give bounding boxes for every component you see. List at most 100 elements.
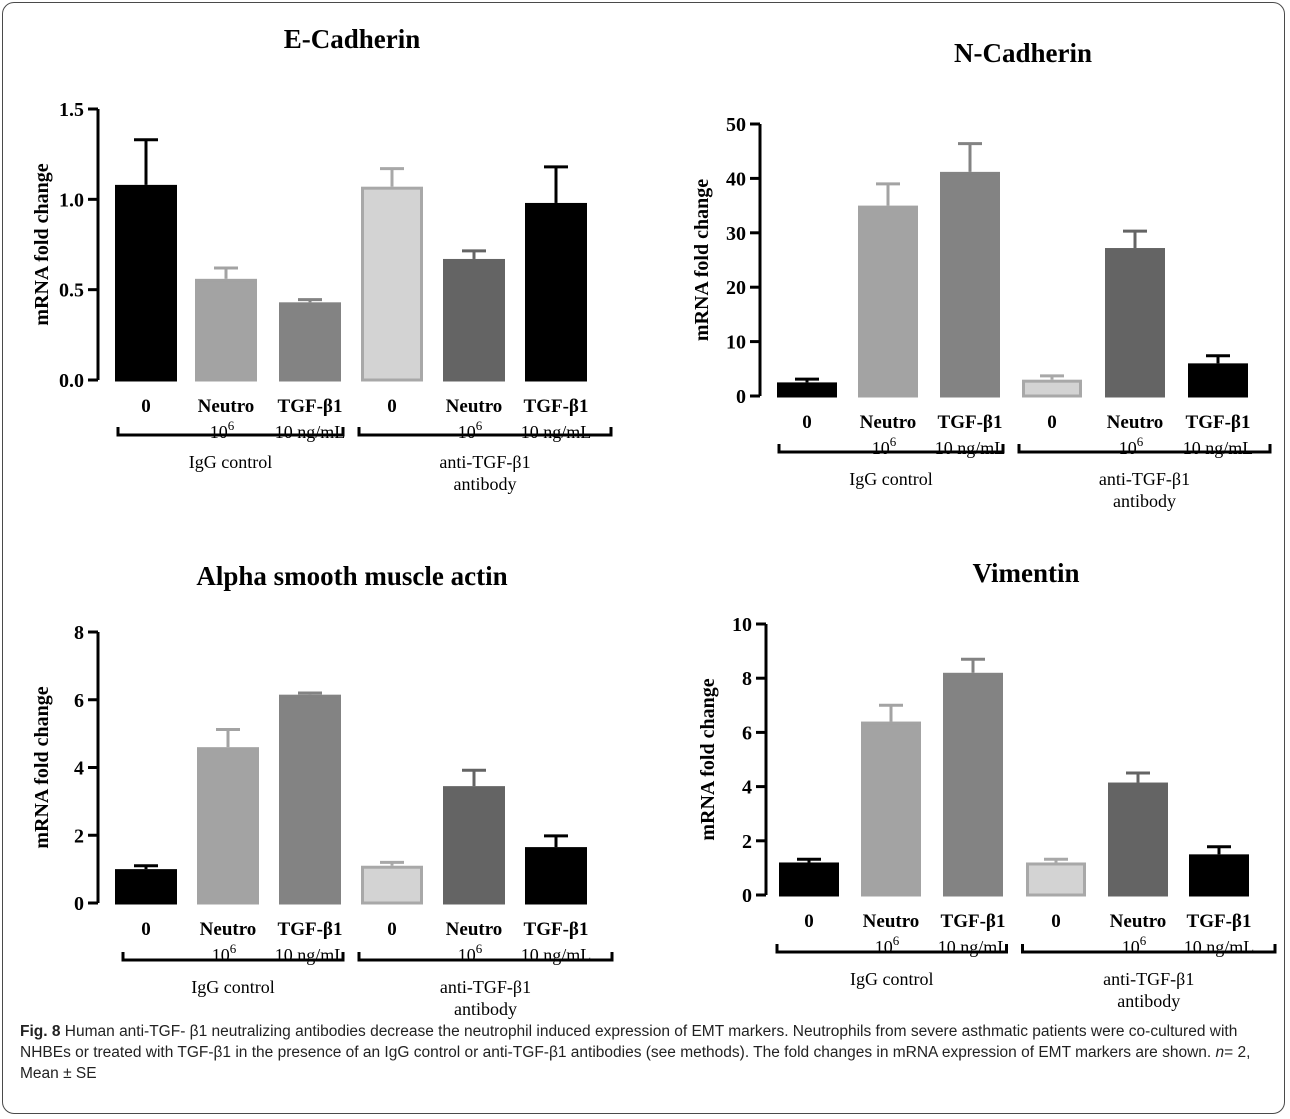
neutro-exponent: 6: [230, 941, 237, 956]
bar: [1026, 862, 1086, 897]
group-label: antibody: [454, 999, 517, 1019]
group-bracket: [777, 444, 1005, 454]
figure-caption: Fig. 8 Human anti-TGF- β1 neutralizing a…: [20, 1021, 1270, 1084]
x-category-sublabel: 106: [1119, 434, 1144, 458]
x-category-sublabel: 106: [458, 418, 483, 442]
group-bracket: [1017, 444, 1272, 454]
bar: [1108, 782, 1168, 897]
group-bracket: [357, 427, 613, 437]
bar: [361, 186, 423, 382]
y-tick-label: 6: [742, 722, 752, 744]
bar: [943, 672, 1003, 897]
x-category-label: TGF-β1: [524, 919, 589, 940]
chart-panel-1: E-Cadherin mRNA fold change 0.0 0.5 1.0 1.5 0 N…: [31, 24, 613, 494]
bar: [1105, 248, 1165, 398]
x-category-label: TGF-β1: [941, 911, 1006, 932]
x-category-label: TGF-β1: [278, 919, 343, 940]
bar: [1188, 363, 1248, 398]
bar: [195, 278, 257, 382]
x-category-label: 0: [1051, 911, 1061, 932]
x-category-label: Neutro: [198, 396, 255, 417]
y-tick-label: 0.0: [59, 370, 84, 392]
x-category-sublabel: 10 ng/mL: [1183, 438, 1254, 458]
y-tick-label: 2: [742, 831, 752, 853]
x-category-label: Neutro: [446, 396, 503, 417]
y-axis-label: mRNA fold change: [31, 163, 53, 325]
caption-text: Human anti-TGF- β1 neutralizing antibodi…: [20, 1023, 1238, 1061]
group-label: anti-TGF-β1: [439, 452, 530, 472]
bar: [779, 862, 839, 897]
bar: [443, 786, 505, 905]
y-tick-label: 0.5: [59, 280, 84, 302]
group-label: antibody: [1113, 491, 1176, 511]
group-bracket: [121, 952, 345, 962]
y-tick-label: 1.0: [59, 189, 84, 211]
x-category-sublabel: 106: [210, 418, 235, 442]
group-bracket: [357, 952, 614, 962]
chart-title: Vimentin: [973, 558, 1080, 588]
x-category-label: 0: [141, 396, 151, 417]
bar: [940, 171, 1000, 398]
neutro-exponent: 6: [893, 933, 900, 948]
x-category-label: 0: [802, 412, 812, 433]
chart-panel-3: Alpha smooth muscle actin mRNA fold chang…: [31, 561, 614, 1019]
x-category-label: Neutro: [200, 919, 257, 940]
chart-title: N-Cadherin: [954, 38, 1092, 68]
bar: [361, 865, 423, 905]
y-tick-label: 4: [74, 758, 84, 780]
bar: [858, 205, 918, 398]
bar: [279, 302, 341, 382]
x-category-label: TGF-β1: [1186, 412, 1251, 433]
y-tick-label: 8: [74, 622, 84, 644]
neutro-exponent: 6: [476, 941, 483, 956]
bar: [525, 847, 587, 905]
y-tick-label: 4: [742, 777, 752, 799]
y-tick-label: 30: [726, 223, 746, 245]
neutro-exponent: 6: [1140, 933, 1147, 948]
neutro-exponent: 6: [228, 418, 235, 433]
neutro-exponent: 6: [476, 418, 483, 433]
x-category-sublabel: 106: [872, 434, 897, 458]
bar: [1189, 854, 1249, 897]
bar: [861, 721, 921, 897]
x-category-label: TGF-β1: [524, 396, 589, 417]
x-category-sublabel: 10 ng/mL: [935, 438, 1006, 458]
bar: [115, 869, 177, 905]
neutro-exponent: 6: [1137, 434, 1144, 449]
chart-panel-2: N-Cadherin mRNA fold change 0 10 20 30 40 50 0 Ne…: [691, 38, 1272, 511]
bar: [443, 258, 505, 382]
bar: [525, 202, 587, 382]
y-tick-label: 2: [74, 825, 84, 847]
group-label: IgG control: [849, 469, 932, 489]
x-category-sublabel: 10 ng/mL: [938, 937, 1009, 957]
x-category-label: Neutro: [863, 911, 920, 932]
x-category-sublabel: 10 ng/mL: [521, 422, 592, 442]
caption-n-text: = 2, Mean ± SE: [20, 1044, 1251, 1082]
y-tick-label: 10: [732, 614, 752, 636]
y-axis-label: mRNA fold change: [697, 678, 719, 840]
x-category-label: Neutro: [446, 919, 503, 940]
group-label: IgG control: [189, 452, 272, 472]
caption-label: Fig. 8: [20, 1023, 61, 1040]
y-tick-label: 8: [742, 668, 752, 690]
y-tick-label: 20: [726, 277, 746, 299]
y-axis-label: mRNA fold change: [31, 686, 53, 848]
bar: [197, 747, 259, 905]
x-category-label: Neutro: [860, 412, 917, 433]
chart-title: Alpha smooth muscle actin: [196, 561, 507, 591]
bar: [115, 184, 177, 382]
x-category-label: TGF-β1: [938, 412, 1003, 433]
x-category-label: 0: [387, 919, 397, 940]
x-category-label: Neutro: [1110, 911, 1167, 932]
x-category-label: 0: [141, 919, 151, 940]
group-label: antibody: [454, 474, 517, 494]
y-tick-label: 40: [726, 168, 746, 190]
group-label: antibody: [1117, 991, 1180, 1011]
group-bracket: [116, 427, 345, 437]
x-category-label: Neutro: [1107, 412, 1164, 433]
group-label: anti-TGF-β1: [440, 977, 531, 997]
x-category-label: 0: [387, 396, 397, 417]
x-category-sublabel: 10 ng/mL: [275, 945, 346, 965]
